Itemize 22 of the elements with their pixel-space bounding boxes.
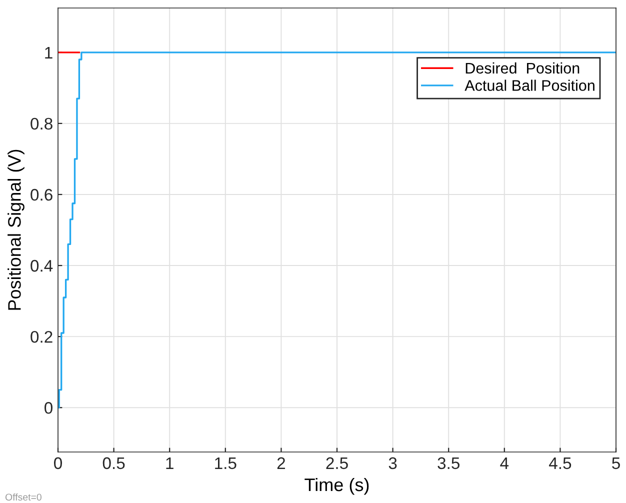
x-tick-label: 0.5 bbox=[102, 457, 125, 470]
y-tick-label: 0.6 bbox=[30, 188, 52, 201]
y-axis-title: Positional Signal (V) bbox=[8, 150, 24, 310]
x-tick-label: 2.5 bbox=[326, 457, 348, 470]
x-tick-label: 3.5 bbox=[438, 457, 460, 470]
y-tick-label: 0.4 bbox=[30, 260, 53, 272]
text: Offset=0 bbox=[5, 493, 42, 501]
y-tick-label: 0.2 bbox=[30, 330, 52, 343]
y-tick-label: 1 bbox=[45, 46, 52, 58]
x-tick-label: 0 bbox=[54, 457, 62, 470]
x-tick-label: 2 bbox=[277, 457, 285, 469]
x-tick-label: 4 bbox=[500, 457, 509, 469]
x-tick-label: 1.5 bbox=[215, 457, 236, 470]
x-tick-label: 3 bbox=[388, 457, 397, 470]
y-tick-label: 0.8 bbox=[30, 118, 52, 130]
x-tick-label: 1 bbox=[166, 457, 174, 469]
x-axis-title: Time (s) bbox=[304, 478, 369, 495]
x-tick-label: 5 bbox=[612, 457, 620, 470]
legend-label: Desired Position bbox=[466, 62, 580, 74]
x-tick-label: 4.5 bbox=[549, 457, 572, 470]
legend-label: Actual Ball Position bbox=[464, 80, 594, 91]
y-tick-label: 0 bbox=[44, 402, 52, 414]
